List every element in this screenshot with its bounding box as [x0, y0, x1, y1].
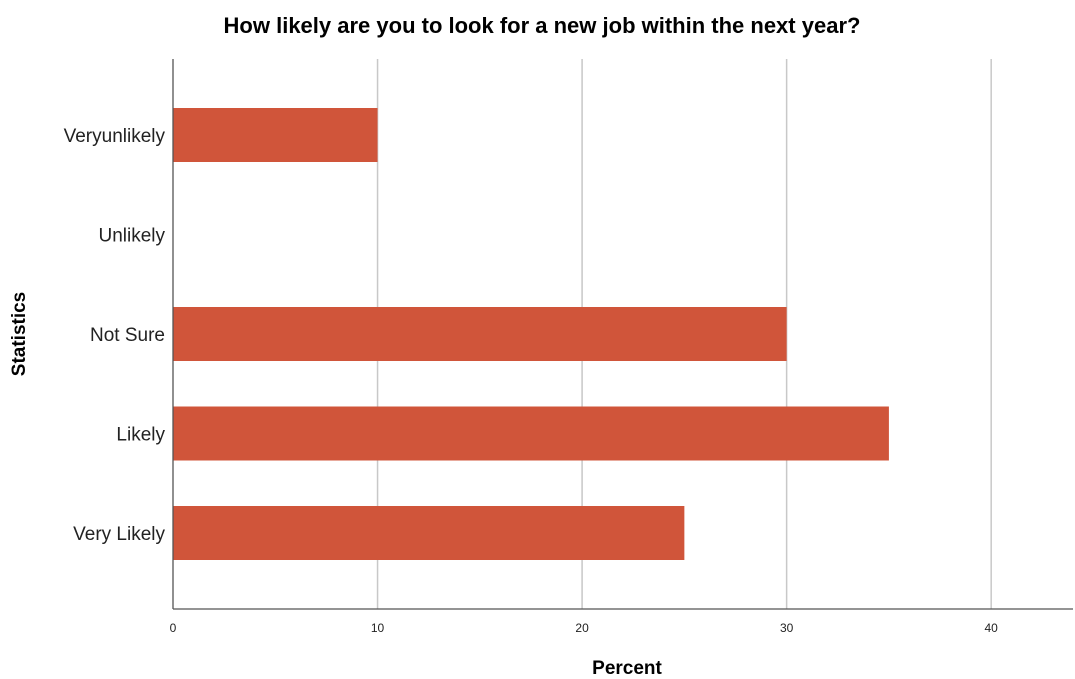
category-label: Not Sure — [90, 325, 165, 346]
bar — [173, 307, 787, 361]
axes — [172, 59, 1073, 610]
x-tick-labels: 0 10 20 30 40 — [170, 621, 999, 635]
y-axis-title: Statistics — [9, 292, 30, 376]
bar — [173, 506, 685, 560]
x-tick-label: 10 — [371, 621, 385, 635]
category-label: Veryunlikely — [64, 126, 166, 147]
x-tick-label: 20 — [575, 621, 589, 635]
x-tick-label: 0 — [170, 621, 177, 635]
category-label: Very Likely — [73, 524, 165, 545]
chart-title: How likely are you to look for a new job… — [224, 13, 861, 38]
category-label: Likely — [116, 425, 165, 446]
category-label: Unlikely — [98, 226, 165, 247]
x-tick-label: 30 — [780, 621, 794, 635]
bars — [173, 108, 889, 560]
x-axis-title: Percent — [592, 658, 662, 679]
bar — [173, 108, 378, 162]
bar — [173, 406, 889, 461]
x-tick-label: 40 — [985, 621, 999, 635]
category-labels: Veryunlikely Unlikely Not Sure Likely Very L… — [64, 126, 166, 545]
